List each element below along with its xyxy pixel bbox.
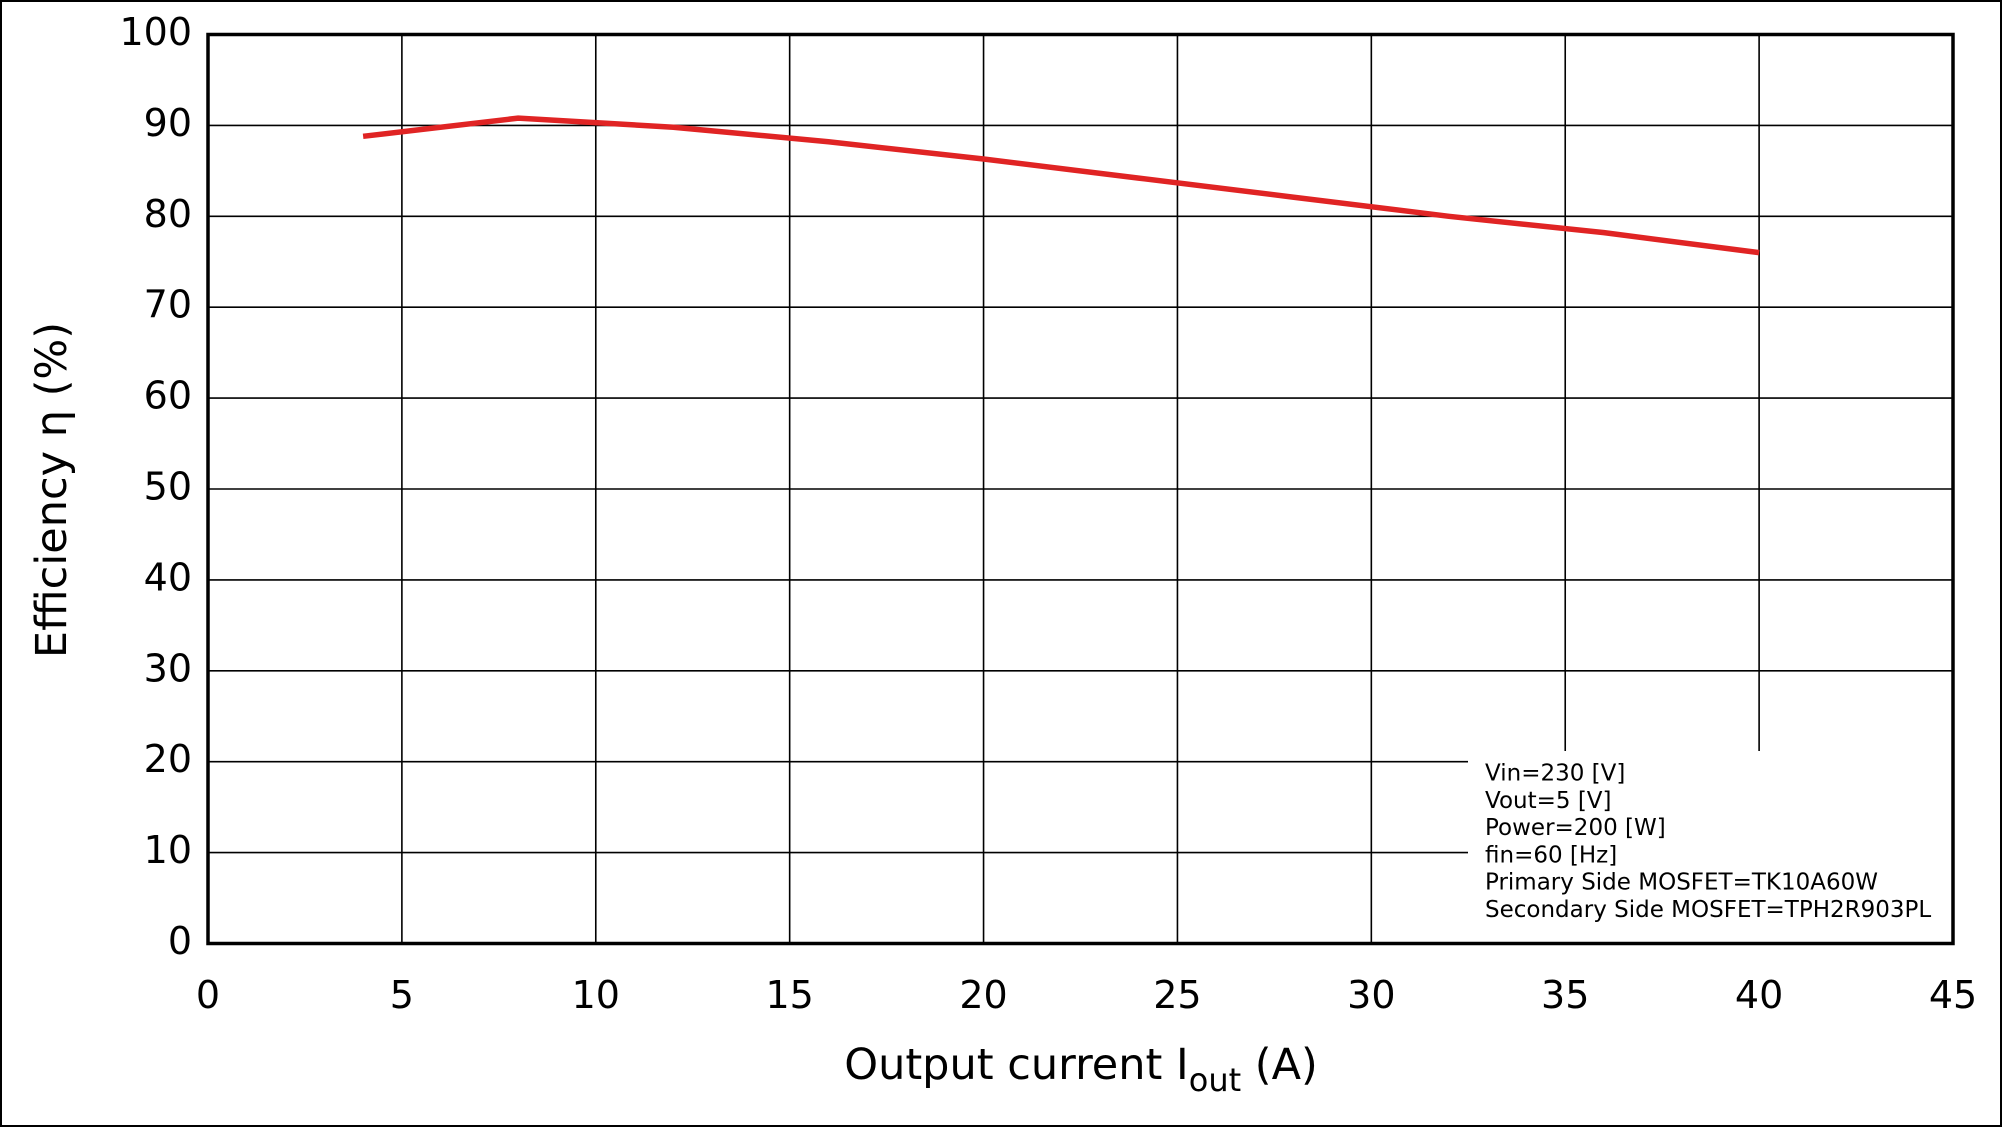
annotation: Vin=230 [V]Vout=5 [V]Power=200 [W]fin=60… xyxy=(1485,761,1931,924)
labels: 0 10 20 30 40 50 60 70 80 90 100 0 5 10 15 20 25 30 35 40 45 xyxy=(119,10,1977,1017)
annotation-line: Vin=230 [V] xyxy=(1485,761,1625,787)
annotation-line: fin=60 [Hz] xyxy=(1485,842,1617,868)
x-tick-label: 15 xyxy=(765,973,813,1017)
y-tick-label: 30 xyxy=(144,646,192,690)
y-tick-label: 70 xyxy=(144,283,192,327)
x-tick-label: 0 xyxy=(196,973,220,1017)
annotation-line: Secondary Side MOSFET=TPH2R903PL xyxy=(1485,897,1931,923)
x-tick-label: 30 xyxy=(1347,973,1395,1017)
y-axis-label: Efficiency η (%) xyxy=(27,322,77,658)
data-line xyxy=(362,115,1760,256)
x-tick-label: 45 xyxy=(1929,973,1977,1017)
x-tick-label: 10 xyxy=(572,973,620,1017)
x-label-tail: (A) xyxy=(1241,1040,1318,1090)
x-tick-label: 25 xyxy=(1153,973,1201,1017)
x-tick-label: 5 xyxy=(390,973,414,1017)
y-tick-label: 90 xyxy=(144,101,192,145)
plot-frame xyxy=(206,32,1955,946)
x-label-text: Output current I xyxy=(844,1040,1189,1090)
y-tick-label: 10 xyxy=(144,828,192,872)
x-tick-label: 40 xyxy=(1735,973,1783,1017)
y-tick-label: 40 xyxy=(144,555,192,599)
annotation-line: Power=200 [W] xyxy=(1485,815,1666,841)
annotation-line: Primary Side MOSFET=TK10A60W xyxy=(1485,870,1878,896)
annotation-box xyxy=(1468,751,1953,944)
y-tick-label: 0 xyxy=(168,919,192,963)
marks xyxy=(362,115,1760,256)
y-tick-label: 60 xyxy=(144,374,192,418)
x-label-sub: out xyxy=(1189,1061,1241,1099)
y-tick-label: 50 xyxy=(144,465,192,509)
x-axis-label: Output current Iout (A) xyxy=(844,1040,1318,1099)
x-tick-label: 20 xyxy=(959,973,1007,1017)
annotation-line: Vout=5 [V] xyxy=(1485,788,1612,814)
y-tick-label: 100 xyxy=(119,10,192,54)
x-tick-label: 35 xyxy=(1541,973,1589,1017)
y-tick-label: 20 xyxy=(144,737,192,781)
y-tick-label: 80 xyxy=(144,192,192,236)
